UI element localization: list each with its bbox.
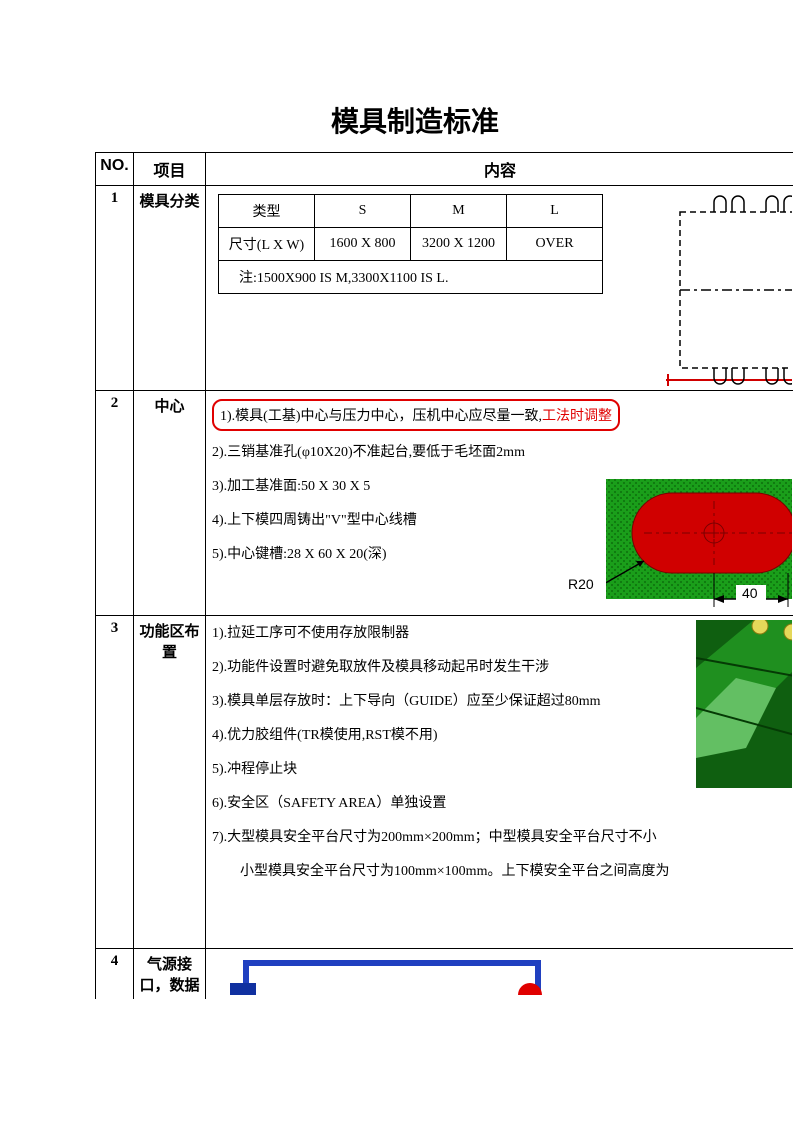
row2-l2: 2).三销基准孔(φ10X20)不准起台,要低于毛坯面2mm [212, 441, 788, 461]
row2-l1-red: 工法时调整 [542, 409, 612, 424]
sub-r2c2: 1600 X 800 [315, 228, 411, 261]
row1-item: 模具分类 [134, 186, 206, 391]
sub-r1c2: S [315, 195, 411, 228]
header-content: 内容 [206, 153, 793, 186]
row1-drawing [666, 190, 792, 386]
sub-r1c4: L [507, 195, 603, 228]
row3-diagram [696, 620, 792, 788]
row1-no: 1 [96, 186, 134, 391]
row2-l1-black: 1).模具(工基)中心与压力中心，压机中心应尽量一致, [220, 409, 542, 424]
row3-l7: 7).大型模具安全平台尺寸为200mm×200mm；中型模具安全平台尺寸不小 [212, 826, 788, 846]
header-no: NO. [96, 153, 134, 186]
label-r20: R20 [568, 576, 594, 592]
label-40: 40 [742, 585, 758, 601]
row1-subtable: 类型 S M L 尺寸(L X W) 1600 X 800 3200 X 120… [218, 194, 603, 294]
row-4: 4 气源接口，数据 [96, 949, 793, 1000]
row2-diagram: R20 40 [566, 473, 792, 611]
row4-no: 4 [96, 949, 134, 1000]
sub-r1c3: M [411, 195, 507, 228]
row-3: 3 功能区布置 1).拉延工序可不使用存放限制器 2).功能件设置时避免取放件及… [96, 616, 793, 949]
sub-r2c3: 3200 X 1200 [411, 228, 507, 261]
row-2: 2 中心 1).模具(工基)中心与压力中心，压机中心应尽量一致,工法时调整 2)… [96, 391, 793, 616]
row2-no: 2 [96, 391, 134, 616]
row4-diagram [218, 957, 792, 995]
row2-item: 中心 [134, 391, 206, 616]
sub-r2c1: 尺寸(L X W) [219, 228, 315, 261]
header-item: 项目 [134, 153, 206, 186]
row4-item: 气源接口，数据 [134, 949, 206, 1000]
row3-item: 功能区布置 [134, 616, 206, 949]
row3-l6: 6).安全区（SAFETY AREA）单独设置 [212, 792, 788, 812]
row2-highlight-box: 1).模具(工基)中心与压力中心，压机中心应尽量一致,工法时调整 [212, 399, 620, 431]
row3-no: 3 [96, 616, 134, 949]
row3-l7b: 小型模具安全平台尺寸为100mm×100mm。上下模安全平台之间高度为 [240, 860, 788, 880]
main-table: NO. 项目 内容 1 模具分类 类型 S M L [95, 152, 793, 999]
row-1: 1 模具分类 类型 S M L 尺寸(L X W) [96, 186, 793, 391]
sub-r1c1: 类型 [219, 195, 315, 228]
document-title: 模具制造标准 [65, 100, 765, 140]
sub-r2c4: OVER [507, 228, 603, 261]
sub-note: 注:1500X900 IS M,3300X1100 IS L. [219, 261, 603, 294]
header-row: NO. 项目 内容 [96, 153, 793, 186]
